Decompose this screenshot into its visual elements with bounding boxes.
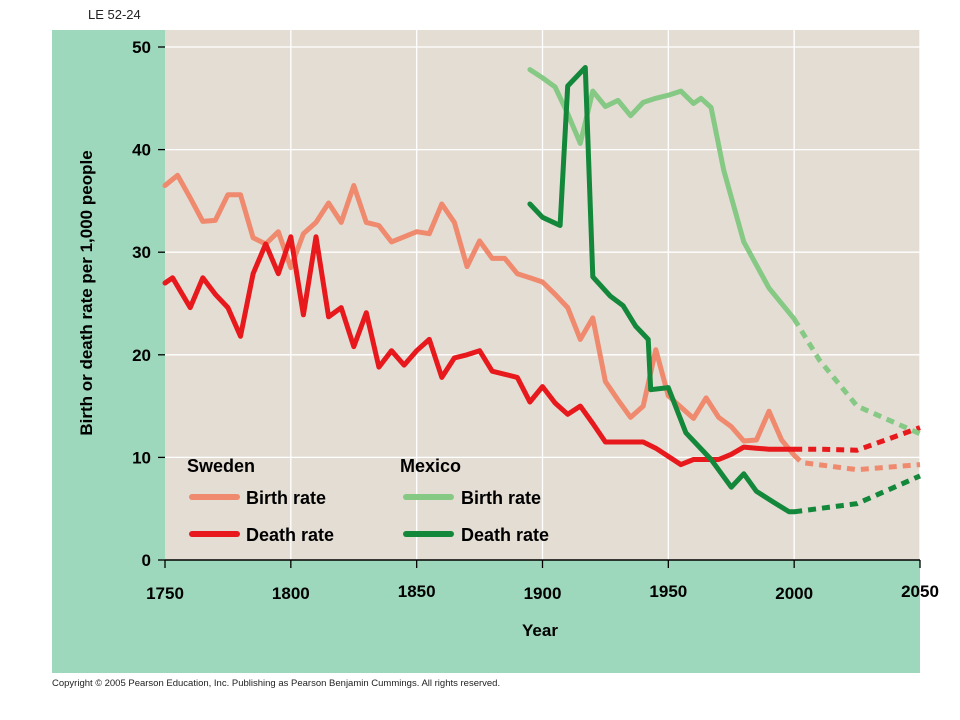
x-tick-label: 2000 bbox=[775, 584, 813, 603]
slide-label: LE 52-24 bbox=[88, 7, 141, 22]
legend-label-sweden-death: Death rate bbox=[246, 525, 334, 545]
y-tick-label: 0 bbox=[142, 551, 151, 570]
series-lines bbox=[162, 65, 922, 515]
x-tick-label: 1900 bbox=[524, 584, 562, 603]
x-tick-label: 2050 bbox=[901, 582, 939, 601]
series-projection-sweden-birth-rate bbox=[792, 453, 921, 473]
legend-group-sweden: Sweden bbox=[187, 456, 255, 476]
series-line-mexico-death-rate bbox=[527, 65, 797, 515]
y-tick-label: 30 bbox=[132, 243, 151, 262]
grid-lines bbox=[165, 30, 921, 560]
x-tick-label: 1750 bbox=[146, 584, 184, 603]
x-tick-label: 1800 bbox=[272, 584, 310, 603]
legend-label-mexico-birth: Birth rate bbox=[461, 488, 541, 508]
series-line-sweden-birth-rate bbox=[162, 172, 797, 458]
x-tick-label: 1950 bbox=[649, 582, 687, 601]
legend-group-mexico: Mexico bbox=[400, 456, 461, 476]
x-tick-label: 1850 bbox=[398, 582, 436, 601]
y-axis-label: Birth or death rate per 1,000 people bbox=[77, 150, 96, 435]
legend-label-mexico-death: Death rate bbox=[461, 525, 549, 545]
series-projection-mexico-death-rate bbox=[793, 473, 922, 515]
legend-label-sweden-birth: Birth rate bbox=[246, 488, 326, 508]
copyright-text: 2005 Pearson Education, Inc. Publishing … bbox=[104, 678, 501, 689]
series-line-mexico-birth-rate bbox=[527, 67, 797, 322]
copyright-prefix: Copyright bbox=[52, 678, 93, 689]
copyright-notice: Copyright © 2005 Pearson Education, Inc.… bbox=[52, 678, 500, 689]
series-projection-mexico-birth-rate bbox=[792, 317, 922, 437]
legend: Sweden Birth rate Death rate Mexico Birt… bbox=[187, 456, 549, 545]
y-tick-label: 50 bbox=[132, 38, 151, 57]
x-tick-labels: 1750 1800 1850 1900 1950 2000 2050 bbox=[146, 560, 939, 603]
y-tick-labels: 0 10 20 30 40 50 bbox=[132, 38, 165, 570]
y-tick-label: 20 bbox=[132, 346, 151, 365]
y-tick-label: 40 bbox=[132, 141, 151, 160]
series-projection-sweden-death-rate bbox=[794, 425, 921, 453]
x-axis-label: Year bbox=[522, 621, 558, 640]
copyright-symbol: © bbox=[95, 678, 102, 688]
series-line-sweden-death-rate bbox=[162, 234, 797, 468]
y-tick-label: 10 bbox=[132, 448, 151, 467]
